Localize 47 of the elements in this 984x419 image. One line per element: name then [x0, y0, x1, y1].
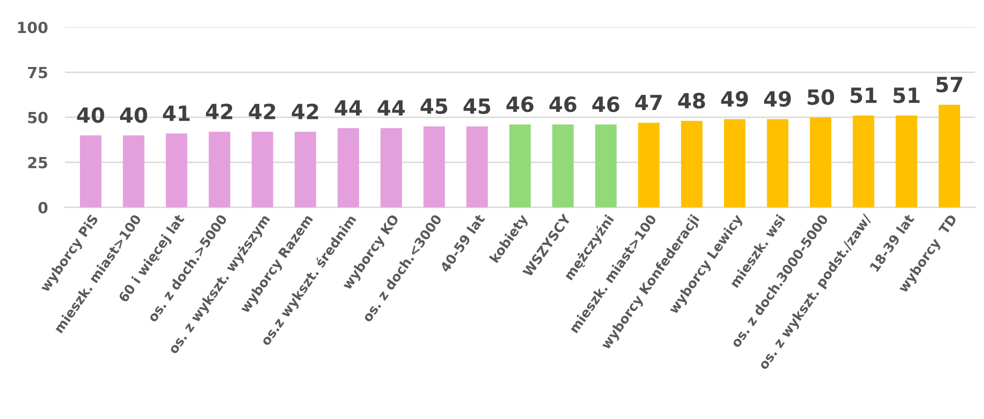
data-label: 44 [334, 100, 362, 116]
data-label: 49 [764, 91, 791, 107]
y-tick-label: 0 [38, 202, 48, 214]
data-label: 45 [420, 98, 448, 114]
data-label: 51 [850, 88, 877, 104]
bar [294, 132, 316, 208]
bar [80, 135, 102, 208]
bar [766, 119, 788, 208]
data-label: 42 [206, 104, 232, 120]
bar [852, 116, 874, 208]
bar [681, 120, 703, 208]
data-label: 57 [936, 76, 962, 92]
data-label: 46 [592, 96, 620, 112]
data-label: 48 [678, 92, 705, 109]
bar [638, 122, 660, 208]
data-label: 50 [808, 89, 834, 105]
data-label: 49 [721, 91, 748, 107]
bar [208, 132, 230, 208]
y-tick-label: 25 [28, 156, 48, 168]
bar [552, 124, 574, 208]
data-label: 45 [464, 98, 490, 114]
data-label: 46 [549, 96, 576, 112]
data-label: 42 [292, 104, 318, 120]
bar [938, 104, 960, 208]
bar [166, 134, 188, 208]
bar [122, 135, 144, 208]
y-tick-label: 50 [28, 112, 48, 124]
data-label: 40 [77, 107, 104, 123]
data-label: 40 [120, 107, 148, 123]
bar [466, 126, 488, 208]
data-label: 42 [248, 104, 276, 120]
bar [338, 128, 360, 208]
data-label: 46 [506, 96, 534, 112]
bar [509, 124, 531, 208]
y-tick-label: 100 [18, 22, 48, 34]
bar [423, 126, 445, 208]
data-label: 51 [894, 88, 920, 104]
bar [896, 116, 918, 208]
bar [810, 117, 832, 208]
data-label: 44 [378, 100, 405, 116]
data-label: 47 [635, 94, 662, 110]
bar [595, 124, 617, 208]
bar [380, 128, 402, 208]
y-tick-label: 75 [28, 66, 48, 78]
bar [724, 119, 746, 208]
data-label: 41 [163, 106, 190, 121]
bar [252, 132, 274, 208]
